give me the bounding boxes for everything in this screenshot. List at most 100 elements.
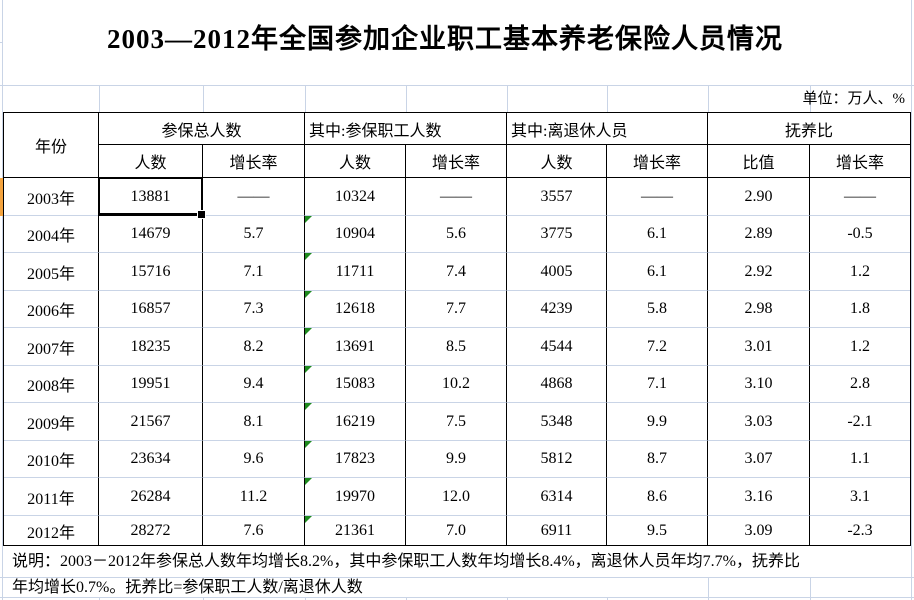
table-cell[interactable]: 7.5	[406, 403, 507, 441]
sheet-title[interactable]: 2003—2012年全国参加企业职工基本养老保险人员情况	[107, 24, 783, 54]
table-cell[interactable]: 2.90	[708, 178, 810, 216]
table-cell[interactable]: 1.1	[810, 441, 910, 478]
table-cell[interactable]: 4868	[507, 366, 607, 403]
table-cell[interactable]: 18235	[99, 328, 203, 366]
table-cell[interactable]: 9.9	[607, 403, 708, 441]
table-cell[interactable]: 16219	[305, 403, 406, 441]
table-cell[interactable]: ——	[607, 178, 708, 216]
cell-year[interactable]: 2008年	[4, 366, 99, 403]
cell-year[interactable]: 2004年	[4, 216, 99, 253]
unit-label[interactable]: 单位：万人、%	[802, 91, 906, 107]
table-cell[interactable]: 1.8	[810, 291, 910, 328]
table-cell[interactable]: 2.8	[810, 366, 910, 403]
table-cell[interactable]: 8.7	[607, 441, 708, 478]
table-cell[interactable]: -0.5	[810, 216, 910, 253]
header-sub[interactable]: 比值	[708, 145, 810, 178]
header-year[interactable]: 年份	[4, 113, 99, 178]
table-cell[interactable]: 3.01	[708, 328, 810, 366]
table-cell[interactable]: 6911	[507, 516, 607, 545]
table-cell[interactable]: 3.09	[708, 516, 810, 545]
header-sub[interactable]: 增长率	[406, 145, 507, 178]
table-cell[interactable]: 10324	[305, 178, 406, 216]
table-cell[interactable]: 9.5	[607, 516, 708, 545]
cell-year[interactable]: 2011年	[4, 478, 99, 516]
header-sub[interactable]: 人数	[507, 145, 607, 178]
table-cell[interactable]: 8.1	[203, 403, 305, 441]
cell-year[interactable]: 2003年	[4, 178, 99, 216]
cell-year[interactable]: 2005年	[4, 253, 99, 291]
table-cell[interactable]: 7.7	[406, 291, 507, 328]
table-cell[interactable]: 13691	[305, 328, 406, 366]
table-cell[interactable]: 26284	[99, 478, 203, 516]
cell-year[interactable]: 2012年	[4, 516, 99, 545]
header-group-dependency-ratio[interactable]: 抚养比	[708, 113, 910, 145]
cell-year[interactable]: 2007年	[4, 328, 99, 366]
header-group-insured-workers[interactable]: 其中:参保职工人数	[305, 113, 507, 145]
table-cell[interactable]: 6.1	[607, 253, 708, 291]
table-cell[interactable]: 7.4	[406, 253, 507, 291]
table-cell[interactable]: 28272	[99, 516, 203, 545]
table-cell[interactable]: 6.1	[607, 216, 708, 253]
table-cell[interactable]: 19951	[99, 366, 203, 403]
table-cell[interactable]: 4005	[507, 253, 607, 291]
table-cell[interactable]: 11.2	[203, 478, 305, 516]
header-group-retirees[interactable]: 其中:离退休人员	[507, 113, 708, 145]
table-cell[interactable]: 5.6	[406, 216, 507, 253]
table-cell[interactable]: 12618	[305, 291, 406, 328]
table-cell[interactable]: -2.1	[810, 403, 910, 441]
table-cell[interactable]: 2.89	[708, 216, 810, 253]
table-cell[interactable]: 3.07	[708, 441, 810, 478]
table-cell[interactable]: 4239	[507, 291, 607, 328]
table-cell[interactable]: 14679	[99, 216, 203, 253]
table-cell[interactable]: ——	[810, 178, 910, 216]
table-cell[interactable]: 3.10	[708, 366, 810, 403]
table-cell[interactable]: ——	[406, 178, 507, 216]
table-cell[interactable]: 9.9	[406, 441, 507, 478]
footnote-line1[interactable]: 说明：2003－2012年参保总人数年均增长8.2%，其中参保职工人数年均增长8…	[12, 553, 800, 570]
table-cell[interactable]: 8.6	[607, 478, 708, 516]
table-cell[interactable]: 5.7	[203, 216, 305, 253]
table-cell[interactable]: 12.0	[406, 478, 507, 516]
table-cell[interactable]: 7.2	[607, 328, 708, 366]
header-group-total-insured[interactable]: 参保总人数	[99, 113, 305, 145]
selected-cell-outline[interactable]	[98, 177, 206, 219]
table-cell[interactable]: 17823	[305, 441, 406, 478]
table-cell[interactable]: 10904	[305, 216, 406, 253]
table-cell[interactable]: 7.1	[607, 366, 708, 403]
table-cell[interactable]: 21361	[305, 516, 406, 545]
table-cell[interactable]: 7.3	[203, 291, 305, 328]
footnote-line2[interactable]: 年均增长0.7%。抚养比=参保职工人数/离退休人数	[12, 579, 363, 596]
header-sub[interactable]: 人数	[99, 145, 203, 178]
table-cell[interactable]: 1.2	[810, 253, 910, 291]
table-cell[interactable]: ——	[203, 178, 305, 216]
table-cell[interactable]: 3.1	[810, 478, 910, 516]
table-cell[interactable]: 10.2	[406, 366, 507, 403]
table-cell[interactable]: 19970	[305, 478, 406, 516]
table-cell[interactable]: 1.2	[810, 328, 910, 366]
table-cell[interactable]: 4544	[507, 328, 607, 366]
cell-year[interactable]: 2009年	[4, 403, 99, 441]
table-cell[interactable]: 7.0	[406, 516, 507, 545]
table-cell[interactable]: 9.6	[203, 441, 305, 478]
cell-year[interactable]: 2010年	[4, 441, 99, 478]
table-cell[interactable]: 7.6	[203, 516, 305, 545]
table-cell[interactable]: 15716	[99, 253, 203, 291]
table-cell[interactable]: 8.2	[203, 328, 305, 366]
header-sub[interactable]: 增长率	[607, 145, 708, 178]
fill-handle[interactable]	[197, 210, 206, 219]
header-sub[interactable]: 增长率	[203, 145, 305, 178]
table-cell[interactable]: 16857	[99, 291, 203, 328]
table-cell[interactable]: -2.3	[847, 521, 873, 539]
table-cell[interactable]: 5348	[507, 403, 607, 441]
header-sub[interactable]: 增长率	[810, 145, 910, 178]
table-cell[interactable]: 3.03	[708, 403, 810, 441]
header-sub[interactable]: 人数	[305, 145, 406, 178]
table-cell[interactable]: 5.8	[607, 291, 708, 328]
cell-year[interactable]: 2006年	[4, 291, 99, 328]
table-cell[interactable]: 3.16	[708, 478, 810, 516]
table-cell[interactable]: 15083	[305, 366, 406, 403]
table-cell[interactable]: 9.4	[203, 366, 305, 403]
table-cell[interactable]: 3557	[507, 178, 607, 216]
table-cell[interactable]: 23634	[99, 441, 203, 478]
table-cell[interactable]: 6314	[507, 478, 607, 516]
